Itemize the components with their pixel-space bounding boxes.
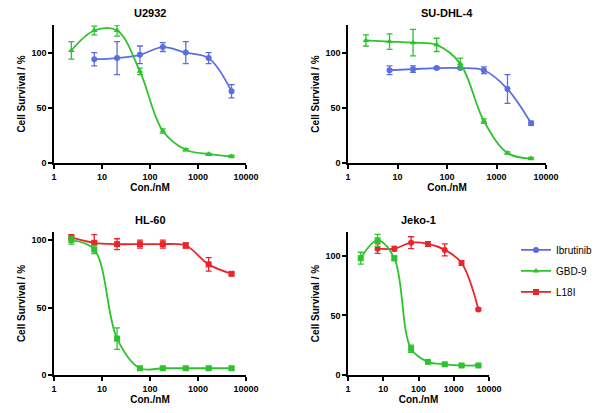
svg-text:GBD-9: GBD-9 — [556, 266, 587, 277]
svg-text:100: 100 — [142, 172, 157, 182]
svg-text:Con./nM: Con./nM — [130, 182, 169, 193]
svg-text:50: 50 — [330, 311, 340, 321]
svg-text:Con./nM: Con./nM — [427, 182, 466, 193]
svg-text:1: 1 — [345, 172, 350, 182]
svg-text:Ibrutinib: Ibrutinib — [556, 245, 592, 256]
svg-text:10: 10 — [392, 172, 402, 182]
svg-text:1: 1 — [51, 172, 56, 182]
svg-text:0: 0 — [41, 370, 46, 380]
svg-text:50: 50 — [36, 303, 46, 313]
svg-text:1000: 1000 — [188, 172, 208, 182]
svg-text:Jeko-1: Jeko-1 — [401, 214, 436, 226]
svg-text:10000: 10000 — [476, 384, 501, 394]
svg-text:1000: 1000 — [188, 384, 208, 394]
svg-text:10000: 10000 — [233, 172, 258, 182]
svg-text:1: 1 — [345, 384, 350, 394]
svg-text:0: 0 — [335, 370, 340, 380]
svg-text:1: 1 — [51, 384, 56, 394]
svg-text:10: 10 — [378, 384, 388, 394]
svg-text:10: 10 — [97, 172, 107, 182]
svg-text:Cell Survival / %: Cell Survival / % — [16, 265, 27, 342]
svg-text:100: 100 — [411, 384, 426, 394]
svg-text:100: 100 — [439, 172, 454, 182]
svg-text:SU-DHL-4: SU-DHL-4 — [421, 7, 473, 19]
svg-text:50: 50 — [330, 103, 340, 113]
svg-text:100: 100 — [31, 235, 46, 245]
svg-text:1000: 1000 — [444, 384, 464, 394]
svg-text:50: 50 — [36, 103, 46, 113]
svg-text:0: 0 — [335, 158, 340, 168]
svg-text:Cell Survival / %: Cell Survival / % — [16, 55, 27, 132]
svg-text:100: 100 — [325, 48, 340, 58]
svg-text:100: 100 — [31, 48, 46, 58]
svg-text:100: 100 — [325, 251, 340, 261]
svg-text:Cell Survival / %: Cell Survival / % — [310, 55, 321, 132]
svg-text:100: 100 — [142, 384, 157, 394]
svg-text:1000: 1000 — [486, 172, 506, 182]
svg-text:Con./nM: Con./nM — [399, 394, 438, 405]
svg-text:U2932: U2932 — [134, 7, 166, 19]
svg-text:10: 10 — [97, 384, 107, 394]
svg-text:0: 0 — [41, 158, 46, 168]
svg-text:10000: 10000 — [533, 172, 558, 182]
svg-text:L18I: L18I — [556, 287, 575, 298]
svg-text:Cell Survival / %: Cell Survival / % — [310, 265, 321, 342]
svg-text:Con./nM: Con./nM — [130, 394, 169, 405]
svg-text:10000: 10000 — [233, 384, 258, 394]
svg-text:HL-60: HL-60 — [135, 214, 166, 226]
